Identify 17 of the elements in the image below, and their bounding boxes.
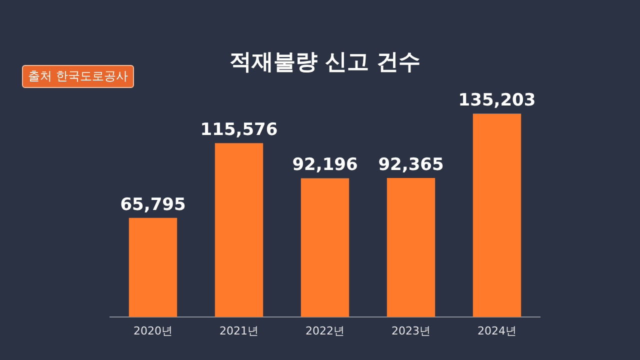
bar: [128, 218, 178, 317]
x-tick-label: 2022년: [306, 324, 344, 338]
data-label: 92,196: [292, 155, 358, 176]
data-label: 115,576: [200, 120, 278, 140]
chart-title: 적재불량 신고 건수: [229, 50, 421, 75]
x-tick-label: 2020년: [134, 324, 172, 338]
x-tick-label: 2021년: [220, 324, 258, 338]
data-label: 135,203: [458, 90, 536, 111]
source-note: 출처 한국도로공사: [22, 65, 134, 88]
bar: [300, 178, 350, 317]
x-tick-label: 2024년: [478, 324, 516, 338]
data-label: 92,365: [378, 154, 444, 175]
data-label: 65,795: [120, 194, 186, 215]
bar: [386, 178, 436, 317]
x-tick-label: 2023년: [392, 324, 430, 338]
bar: [214, 143, 264, 317]
bar: [472, 114, 522, 317]
